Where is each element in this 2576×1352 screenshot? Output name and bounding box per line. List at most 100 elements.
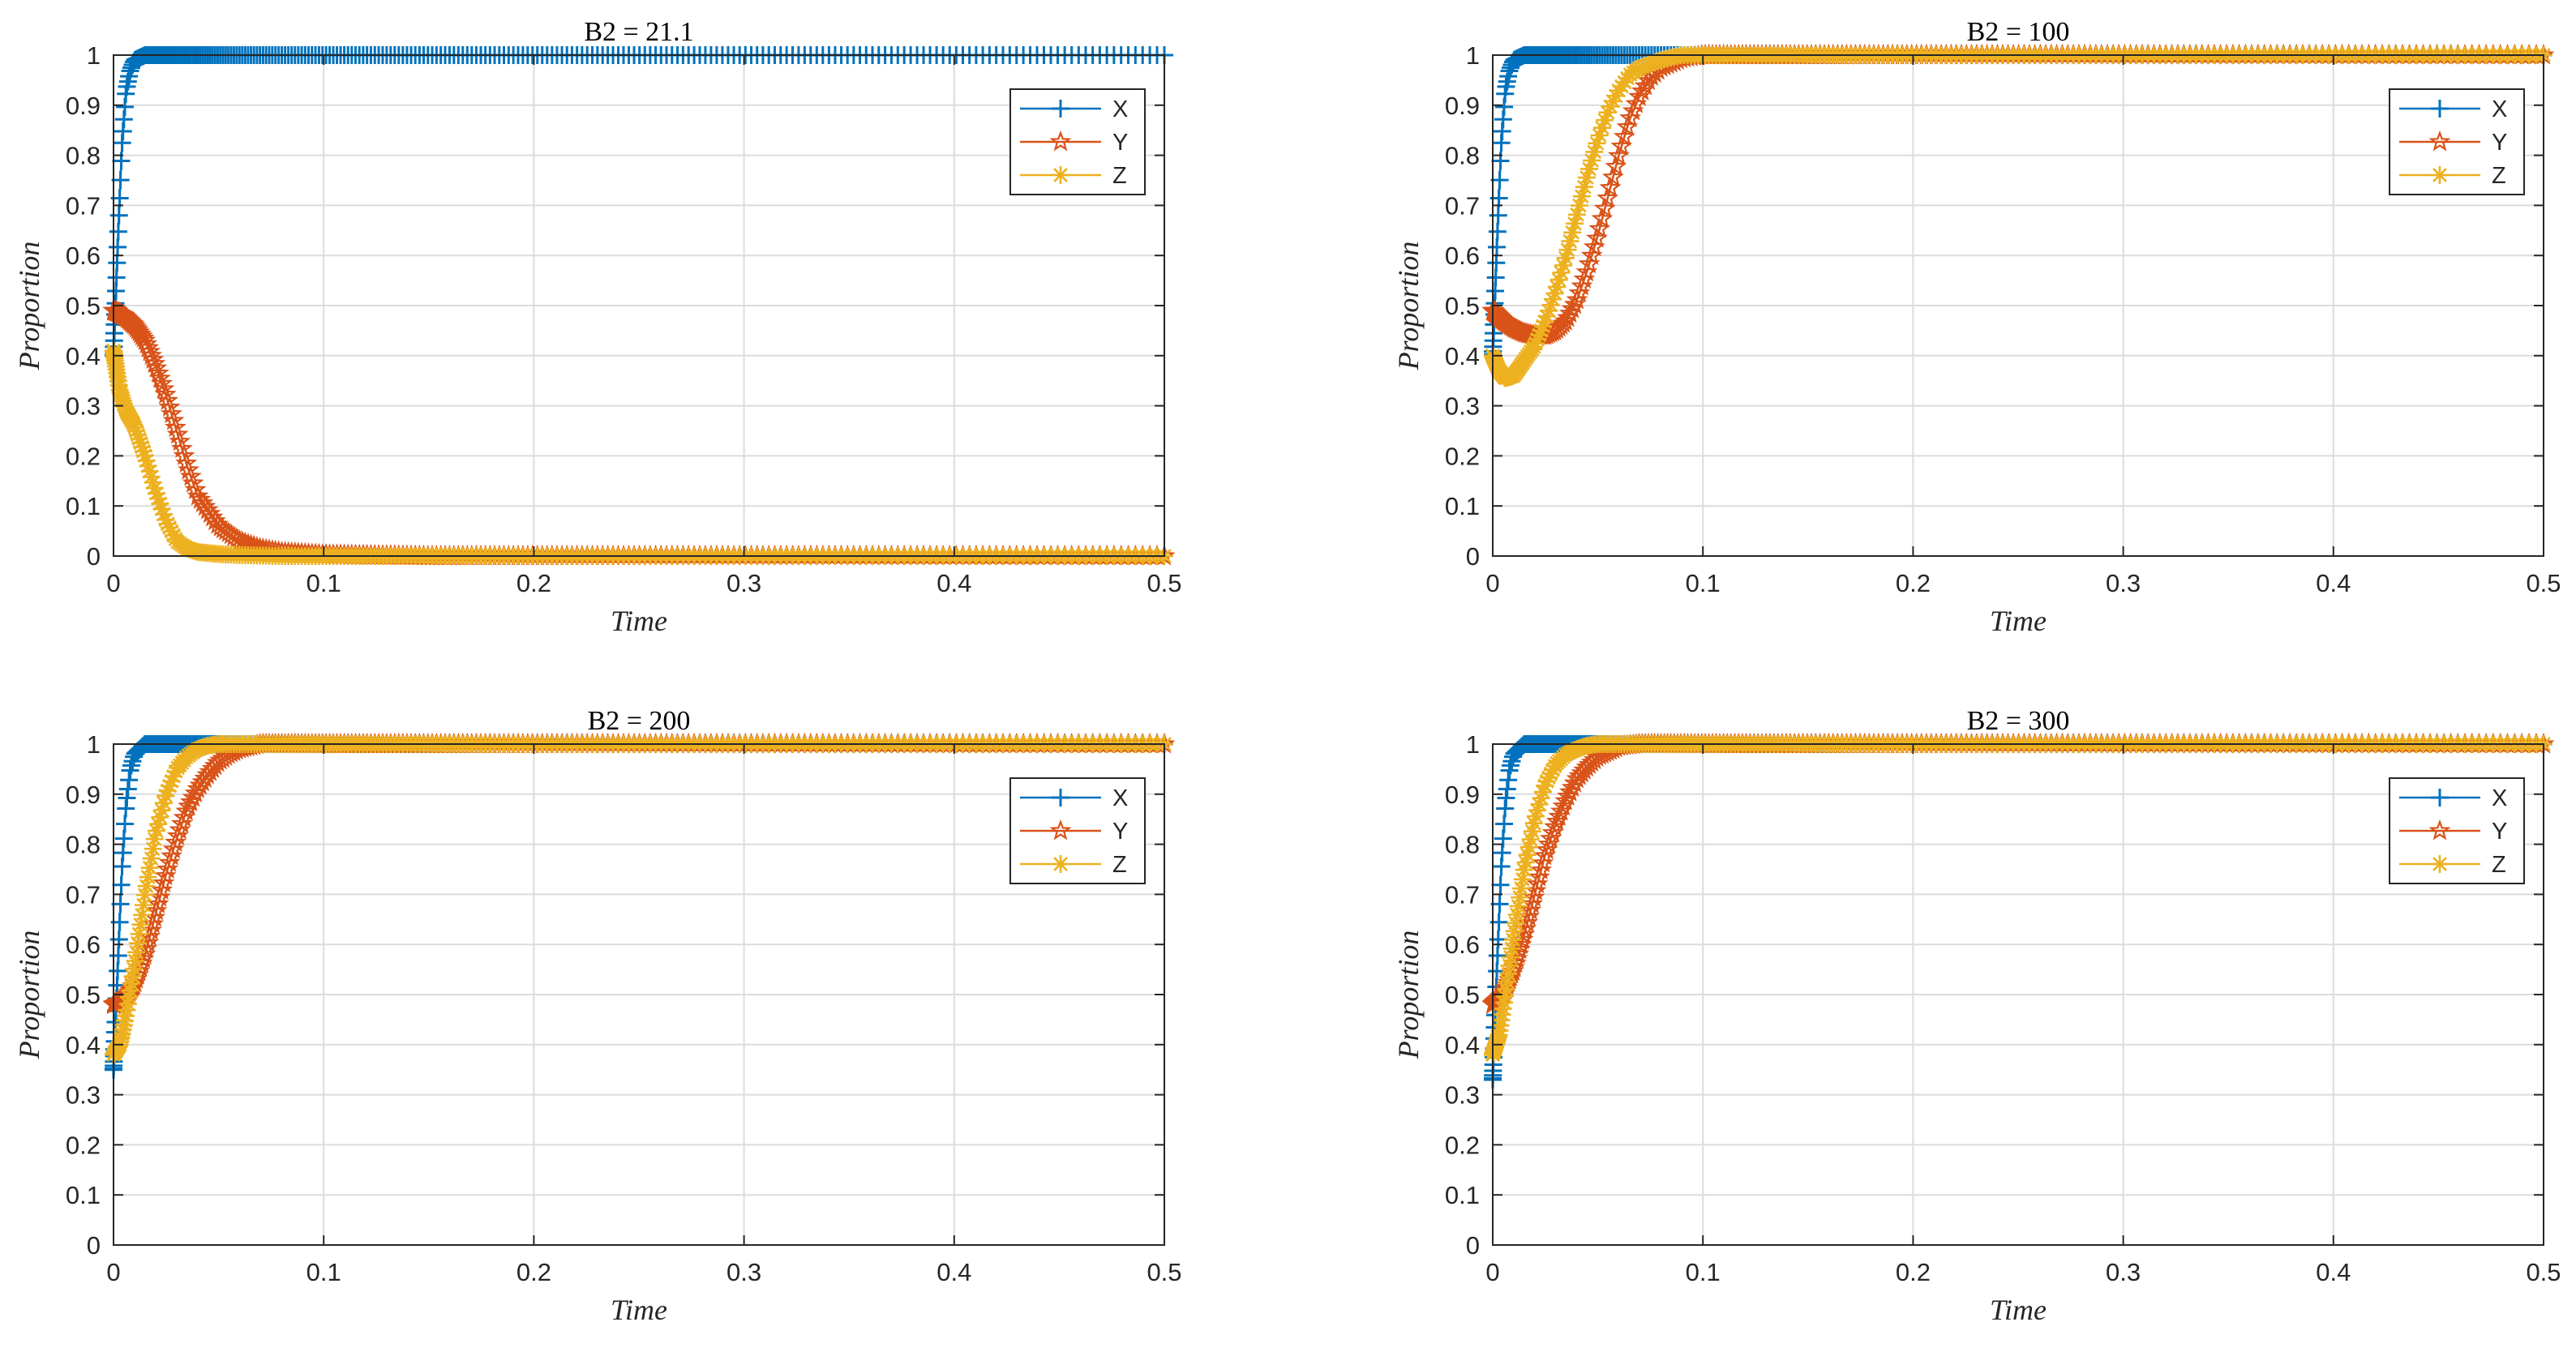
- data-point-Z: [1501, 948, 1519, 966]
- y-tick-label: 0.1: [66, 1181, 101, 1209]
- y-tick-label: 0.4: [1445, 1031, 1480, 1059]
- data-point-Z: [1592, 118, 1611, 137]
- chart-panel-3: 0 0.1 0.2 0.3 0.4 0.5 0.6 0.7 0.8 0.9 1 0 0.1 0.2 0.3 0…: [13, 706, 1182, 1326]
- data-point-X: [1488, 237, 1507, 256]
- data-point-Z: [1513, 870, 1532, 888]
- legend-marker-Y: [2428, 819, 2451, 841]
- data-point-Z: [1533, 317, 1552, 336]
- data-point-X: [1502, 752, 1521, 771]
- data-point-Z: [130, 430, 148, 448]
- data-point-Z: [127, 943, 146, 961]
- data-point-Z: [1541, 764, 1560, 783]
- data-point-Y: [1605, 155, 1627, 177]
- data-point-Z: [1577, 169, 1596, 187]
- data-point-Y: [152, 377, 175, 399]
- ticks: 0 0.1 0.2 0.3 0.4 0.5 0.6 0.7 0.8 0.9 1 0 0.1 0.2 0.3 0…: [66, 41, 1182, 597]
- legend-marker-Z: [2431, 166, 2449, 184]
- data-point-Z: [152, 801, 171, 819]
- data-point-Y: [135, 332, 158, 353]
- y-tick-label: 1: [87, 41, 101, 70]
- data-point-Z: [162, 522, 181, 541]
- data-point-Z: [1552, 263, 1571, 282]
- data-point-Z: [1590, 126, 1609, 145]
- data-point-X: [1491, 875, 1510, 894]
- data-point-Z: [151, 494, 169, 513]
- y-axis-label: Proportion: [13, 242, 45, 371]
- y-tick-label: 0.6: [66, 931, 101, 959]
- data-point-Z: [1544, 760, 1562, 779]
- data-point-Z: [1556, 249, 1575, 267]
- legend-label: Y: [1112, 819, 1128, 845]
- y-tick-label: 0.3: [66, 392, 101, 421]
- legend-marker-Z: [1052, 166, 1069, 184]
- data-point-Z: [156, 511, 175, 529]
- data-point-Z: [1532, 789, 1550, 807]
- data-point-Z: [131, 915, 150, 934]
- y-tick-label: 0: [87, 1231, 101, 1260]
- data-point-Z: [1598, 103, 1617, 122]
- data-point-Z: [125, 960, 144, 978]
- y-tick-label: 0: [87, 542, 101, 571]
- data-point-Z: [127, 421, 146, 440]
- data-point-Z: [1583, 151, 1601, 169]
- data-point-Z: [1507, 905, 1526, 924]
- x-tick-label: 0.3: [2106, 569, 2141, 597]
- data-point-Z: [1516, 853, 1535, 871]
- data-point-Z: [130, 925, 148, 943]
- data-point-Z: [125, 415, 144, 434]
- legend-label: Y: [2492, 130, 2507, 156]
- y-tick-label: 0.7: [1445, 880, 1480, 909]
- data-point-X: [112, 875, 131, 894]
- data-point-Z: [158, 515, 177, 533]
- x-axis-label: Time: [611, 1294, 667, 1326]
- y-tick-label: 1: [1466, 730, 1480, 759]
- data-point-Y: [139, 340, 161, 362]
- y-tick-label: 0.6: [1445, 931, 1480, 959]
- y-tick-label: 0.4: [1445, 342, 1480, 370]
- data-point-X: [108, 254, 126, 272]
- legend-marker-Z: [2431, 855, 2449, 873]
- legend-item-Z: Z: [2399, 163, 2506, 189]
- data-point-Z: [1648, 52, 1667, 71]
- legend-label: Z: [2492, 163, 2506, 189]
- y-tick-label: 0.3: [1445, 392, 1480, 421]
- ticks: 0 0.1 0.2 0.3 0.4 0.5 0.6 0.7 0.8 0.9 1 0 0.1 0.2 0.3 0…: [66, 730, 1182, 1286]
- ticks: 0 0.1 0.2 0.3 0.4 0.5 0.6 0.7 0.8 0.9 1 0 0.1 0.2 0.3 0…: [1445, 730, 2561, 1286]
- data-point-Z: [121, 981, 139, 999]
- data-point-Z: [1554, 256, 1573, 275]
- data-point-Z: [122, 974, 140, 993]
- data-point-Z: [1567, 205, 1586, 224]
- y-tick-label: 0.9: [66, 781, 101, 809]
- x-tick-label: 0.1: [1686, 1258, 1721, 1286]
- y-tick-label: 0.4: [66, 1031, 101, 1059]
- data-point-Y: [147, 362, 169, 383]
- data-point-Z: [1523, 822, 1541, 841]
- y-tick-label: 0: [1466, 542, 1480, 571]
- legend-item-Z: Z: [2399, 852, 2506, 878]
- data-point-Z: [1604, 92, 1622, 110]
- x-tick-label: 0.5: [2526, 1258, 2561, 1286]
- data-point-Z: [137, 451, 156, 470]
- data-point-Z: [128, 934, 147, 952]
- data-point-Z: [1545, 284, 1564, 302]
- legend-marker-X: [2431, 789, 2449, 806]
- data-point-X: [1494, 815, 1513, 833]
- y-tick-label: 0.6: [1445, 242, 1480, 270]
- y-tick-label: 0.8: [1445, 142, 1480, 170]
- data-point-Z: [139, 456, 157, 475]
- data-point-Z: [1519, 838, 1538, 857]
- data-point-Z: [1507, 913, 1525, 932]
- data-point-Z: [1528, 330, 1547, 349]
- data-point-Y: [148, 366, 171, 388]
- data-point-Z: [161, 777, 179, 795]
- data-point-Z: [1540, 302, 1558, 320]
- data-point-X: [1490, 171, 1509, 190]
- data-point-Z: [1645, 53, 1664, 71]
- data-point-Z: [142, 849, 161, 868]
- data-point-Z: [120, 988, 139, 1007]
- data-point-Z: [1533, 783, 1552, 802]
- y-axis-label: Proportion: [1392, 242, 1425, 371]
- x-axis-label: Time: [611, 605, 667, 637]
- x-tick-label: 0.2: [1896, 569, 1931, 597]
